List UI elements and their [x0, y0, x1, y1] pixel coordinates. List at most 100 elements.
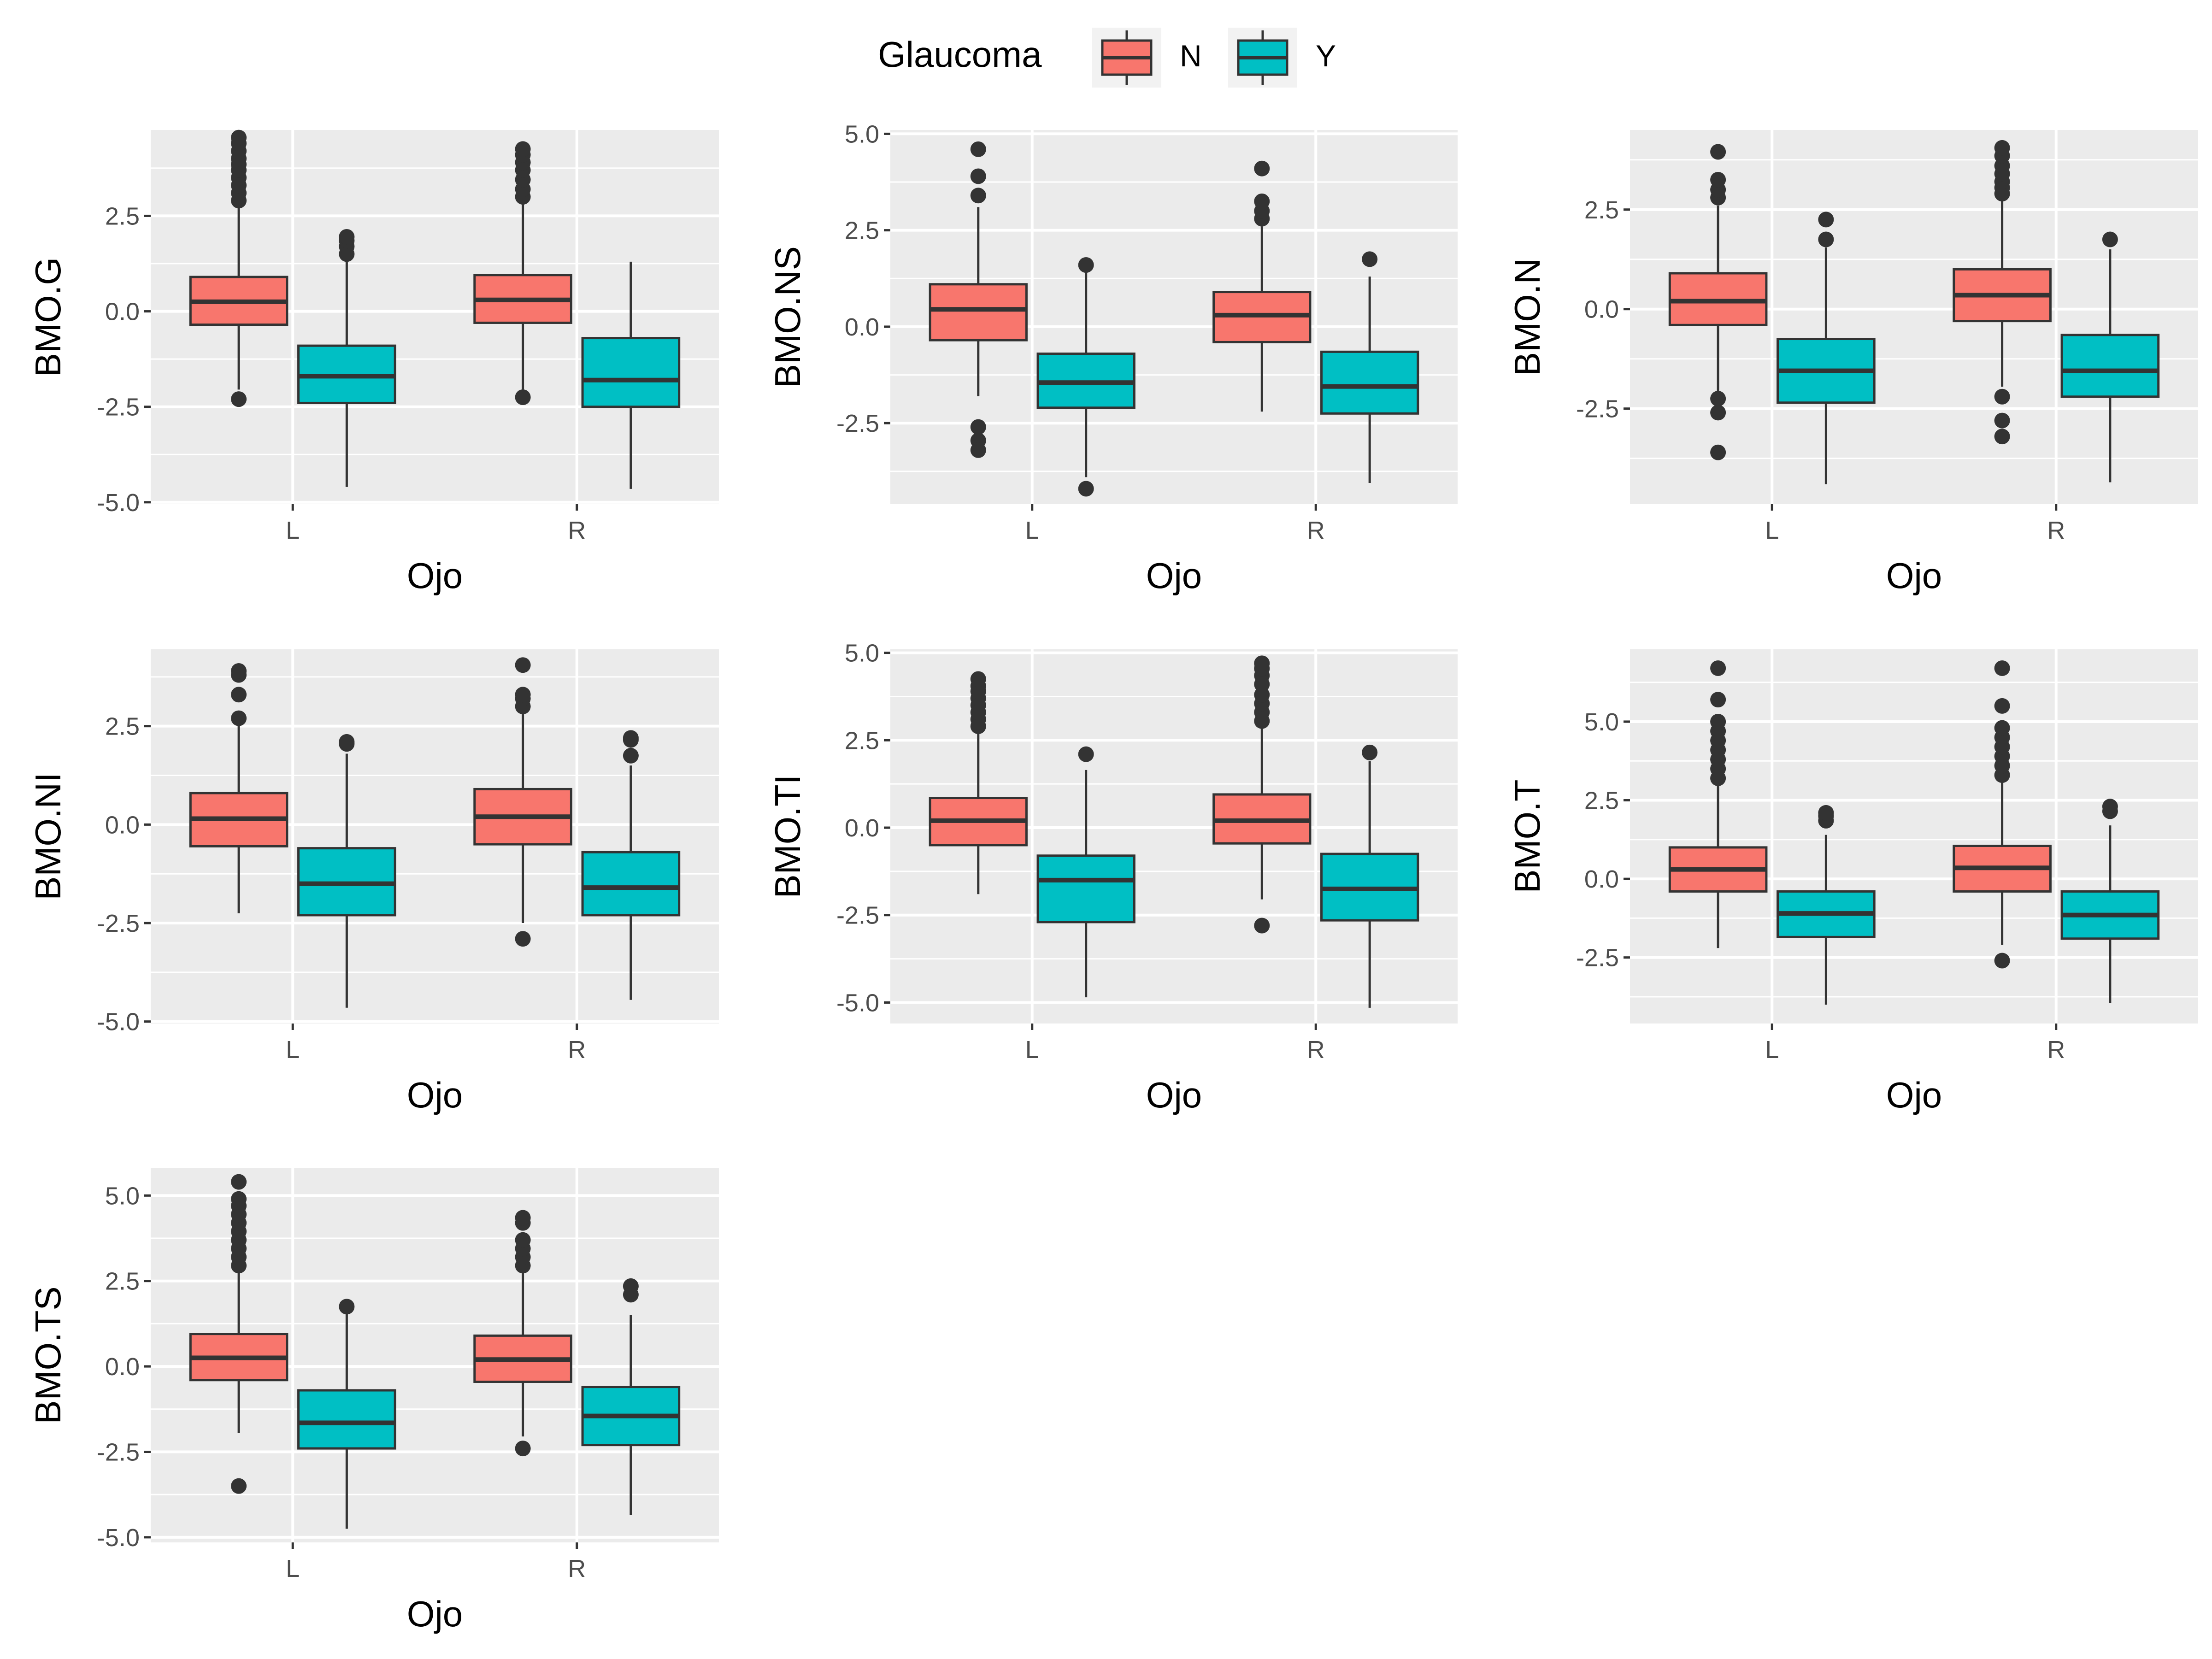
x-tick-label: L: [1025, 1036, 1039, 1064]
x-tick-label: L: [286, 517, 300, 544]
panel-bmo-ns: -2.5 0.0 2.5 5.0 L R Ojo BMO.NS: [767, 120, 1458, 596]
x-tick-label: L: [1025, 517, 1039, 544]
x-tick-label: L: [286, 1036, 300, 1064]
box-l-n: [929, 141, 1028, 458]
outlier-point: [970, 442, 986, 458]
y-tick-label: -2.5: [836, 410, 879, 437]
outlier-point: [1710, 444, 1726, 460]
box-l-n: [189, 129, 288, 407]
facet-panels: -5.0 -2.5 0.0 2.5 L R Ojo BMO.G -2.5 0.0 2.5 5.0 L R O…: [28, 120, 2198, 1634]
outlier-point: [339, 1299, 355, 1315]
y-axis-title: BMO.N: [1507, 258, 1547, 376]
legend-key-n: [1092, 28, 1161, 88]
outlier-point: [1994, 429, 2010, 445]
outlier-point: [1254, 918, 1270, 934]
y-tick-label: 2.5: [1584, 196, 1619, 224]
panel-bmo-ts: -5.0 -2.5 0.0 2.5 5.0 L R Ojo BMO.TS: [28, 1168, 719, 1634]
outlier-point: [1818, 805, 1834, 821]
box-l-n: [1668, 660, 1768, 948]
y-tick-label: 0.0: [845, 814, 879, 842]
panel-bmo-g: -5.0 -2.5 0.0 2.5 L R Ojo BMO.G: [28, 129, 719, 596]
outlier-point: [1254, 160, 1270, 176]
box-body: [2060, 334, 2160, 398]
box-body: [1036, 854, 1135, 924]
box-body: [581, 337, 681, 408]
box-l-y: [297, 734, 396, 1008]
y-tick-label: -5.0: [97, 489, 140, 517]
box-r-y: [2060, 231, 2160, 482]
panel-bmo-n: -2.5 0.0 2.5 L R Ojo BMO.N: [1507, 130, 2198, 596]
outlier-point: [231, 1191, 247, 1207]
outlier-point: [1994, 720, 2010, 736]
y-tick-label: 5.0: [1584, 708, 1619, 736]
box-l-y: [1036, 257, 1135, 497]
y-tick-label: -2.5: [836, 902, 879, 930]
outlier-point: [515, 1441, 531, 1457]
outlier-point: [1994, 698, 2010, 714]
outlier-point: [515, 931, 531, 947]
legend-title: Glaucoma: [878, 34, 1042, 75]
y-tick-label: -5.0: [97, 1524, 140, 1552]
outlier-point: [515, 1210, 531, 1226]
box-r-n: [1953, 140, 2052, 445]
y-tick-label: -2.5: [97, 910, 140, 937]
y-tick-label: 0.0: [1584, 296, 1619, 324]
outlier-point: [1818, 212, 1834, 228]
outlier-point: [1994, 140, 2010, 156]
box-l-n: [189, 663, 288, 913]
outlier-point: [2102, 799, 2118, 815]
outlier-point: [1362, 744, 1378, 760]
outlier-point: [970, 671, 986, 687]
outlier-point: [1710, 391, 1726, 407]
x-axis-title: Ojo: [1886, 555, 1942, 596]
y-tick-label: 2.5: [845, 217, 879, 245]
outlier-point: [1710, 713, 1726, 729]
y-tick-label: 0.0: [1584, 865, 1619, 893]
outlier-point: [1078, 481, 1094, 497]
legend-key-y: [1228, 28, 1297, 88]
x-axis-title: Ojo: [1886, 1075, 1942, 1115]
y-tick-label: -5.0: [836, 989, 879, 1017]
box-r-n: [1953, 660, 2052, 969]
y-tick-label: 2.5: [1584, 787, 1619, 815]
y-axis-title: BMO.NS: [767, 246, 808, 388]
box-r-n: [473, 657, 572, 947]
x-axis-title: Ojo: [1146, 1075, 1202, 1115]
x-axis-title: Ojo: [1146, 555, 1202, 596]
outlier-point: [1710, 660, 1726, 676]
outlier-point: [231, 391, 247, 407]
outlier-point: [970, 168, 986, 184]
y-tick-label: 5.0: [105, 1182, 140, 1210]
box-r-y: [581, 1278, 681, 1515]
x-tick-label: L: [286, 1555, 300, 1583]
outlier-point: [623, 730, 639, 746]
box-l-y: [1036, 746, 1135, 998]
outlier-point: [1710, 171, 1726, 188]
box-r-n: [473, 141, 572, 405]
y-tick-label: 2.5: [105, 1268, 140, 1295]
y-axis-title: BMO.NI: [28, 772, 68, 900]
y-axis-title: BMO.TS: [28, 1286, 68, 1424]
box-l-y: [297, 229, 396, 487]
outlier-point: [515, 141, 531, 157]
x-axis-title: Ojo: [407, 1594, 463, 1634]
y-tick-label: -2.5: [97, 394, 140, 421]
x-tick-label: R: [1307, 1036, 1325, 1064]
box-l-y: [1777, 212, 1876, 484]
outlier-point: [231, 710, 247, 726]
x-axis-title: Ojo: [407, 555, 463, 596]
box-l-n: [929, 671, 1028, 894]
outlier-point: [1710, 144, 1726, 160]
outlier-point: [970, 141, 986, 157]
outlier-point: [970, 188, 986, 204]
outlier-point: [1818, 231, 1834, 247]
x-tick-label: R: [568, 1555, 586, 1583]
box-l-n: [1668, 144, 1768, 460]
box-r-y: [1320, 744, 1419, 1008]
box-r-y: [581, 730, 681, 1000]
outlier-point: [1710, 692, 1726, 708]
y-axis-title: BMO.T: [1507, 780, 1547, 894]
outlier-point: [515, 687, 531, 703]
x-tick-label: L: [1765, 1036, 1779, 1064]
